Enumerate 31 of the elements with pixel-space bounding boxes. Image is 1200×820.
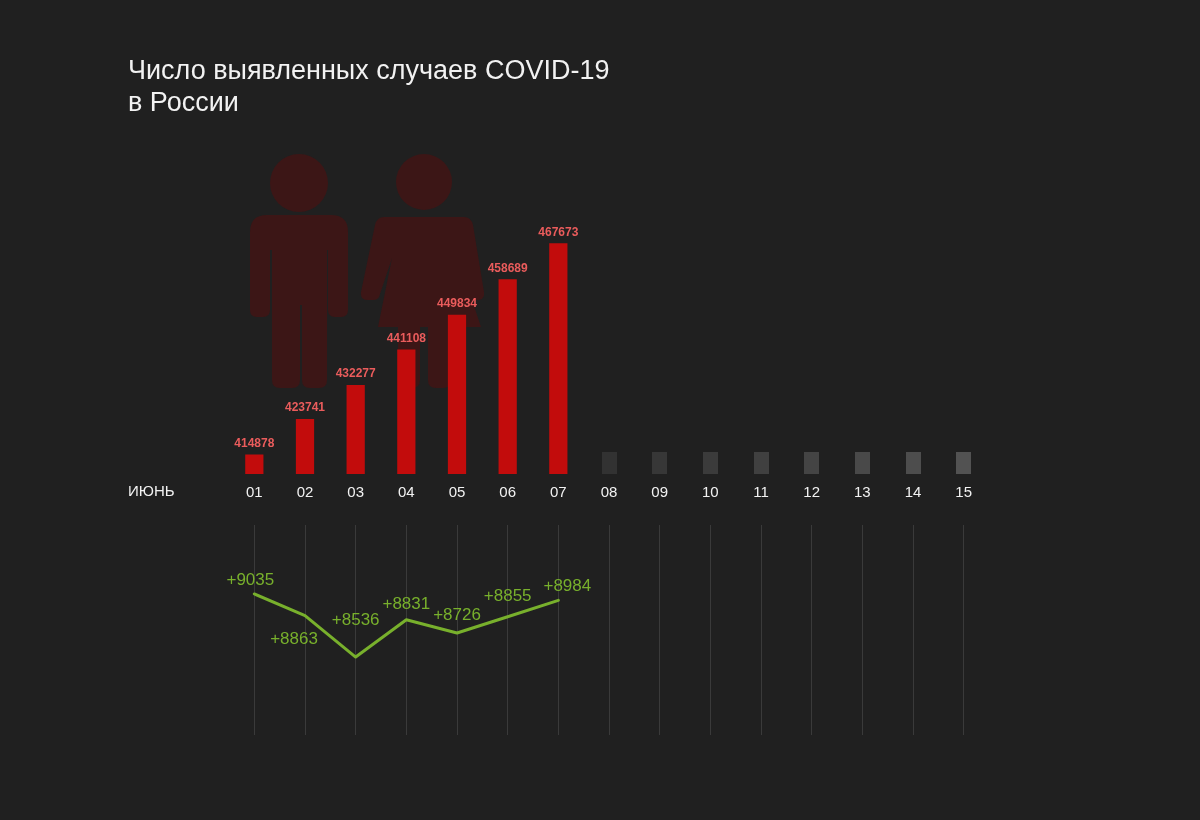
x-axis-title: ИЮНЬ (128, 481, 175, 499)
x-tick-label: 13 (853, 483, 871, 501)
x-tick-label: 15 (955, 483, 973, 501)
data-label: 423741 (284, 400, 326, 415)
data-label: +8863 (270, 629, 318, 649)
x-tick-label: 05 (448, 483, 466, 501)
x-tick-label: 04 (397, 483, 415, 501)
data-label: 432277 (335, 366, 377, 381)
x-tick-label: 01 (245, 483, 263, 501)
data-label: 449834 (436, 295, 478, 310)
x-tick-label: 12 (803, 483, 821, 501)
data-label: 414878 (234, 435, 275, 450)
x-tick-label: 07 (549, 483, 567, 501)
x-tick-label: 03 (347, 483, 365, 501)
x-tick-label: 09 (651, 483, 669, 501)
chart-title: Число выявленных случаев COVID-19 в России (128, 54, 611, 118)
data-label: 441108 (386, 330, 427, 345)
data-label: +8855 (483, 586, 532, 606)
x-tick-label: 10 (701, 483, 719, 501)
data-label: 458689 (487, 260, 529, 275)
data-label: +8984 (543, 576, 592, 596)
data-label: +9035 (226, 569, 275, 589)
data-label: +8726 (433, 604, 481, 624)
data-label: +8831 (382, 594, 431, 614)
x-tick-label: 11 (753, 483, 769, 501)
x-tick-label: 06 (499, 483, 517, 501)
x-tick-label: 02 (296, 483, 314, 501)
x-tick-label: 08 (600, 483, 618, 501)
data-label: 467673 (538, 224, 579, 239)
data-label: +8536 (331, 609, 380, 629)
x-tick-label: 14 (904, 483, 922, 501)
